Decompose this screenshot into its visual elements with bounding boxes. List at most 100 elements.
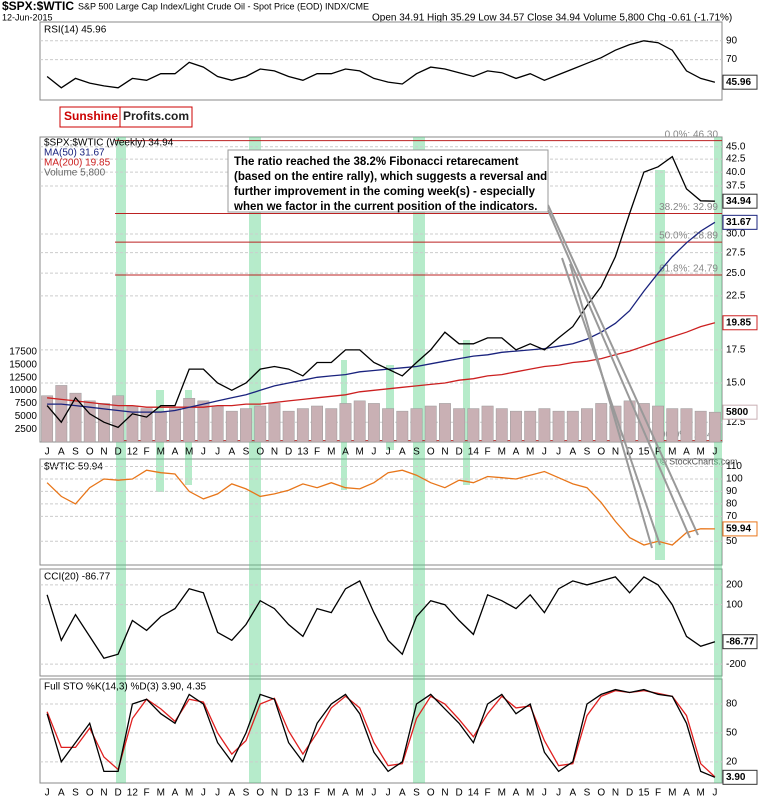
- x-tick-label: J: [386, 447, 391, 458]
- volume-bar: [240, 408, 252, 443]
- x-tick-label: M: [157, 447, 165, 458]
- x-tick-label: S: [243, 447, 250, 458]
- x-tick-label: M: [668, 447, 676, 458]
- y2-tick-label: 12500: [9, 372, 37, 383]
- volume-bar: [268, 403, 281, 443]
- x-tick-label: A: [172, 447, 179, 458]
- volume-bar: [169, 408, 181, 443]
- description: S&P 500 Large Cap Index/Light Crude Oil …: [78, 1, 369, 11]
- x-tick-label: M: [697, 447, 705, 458]
- x-tick-label: A: [228, 788, 235, 799]
- x-tick-label: M: [498, 447, 506, 458]
- volume-bar: [552, 410, 565, 443]
- series-line: [46, 688, 716, 778]
- x-tick-label: A: [569, 788, 576, 799]
- volume-bar: [708, 411, 721, 443]
- volume-bar: [339, 403, 352, 443]
- x-tick-label: A: [58, 788, 65, 799]
- x-tick-label: M: [356, 788, 364, 799]
- x-tick-label: A: [513, 447, 520, 458]
- x-tick-label: F: [485, 447, 491, 458]
- y2-tick-label: 15000: [9, 359, 37, 370]
- x-tick-label: A: [399, 788, 406, 799]
- volume-bar: [69, 392, 82, 443]
- series-line: [46, 155, 715, 429]
- x-tick-label: O: [86, 788, 94, 799]
- x-tick-label: A: [513, 788, 520, 799]
- annotation-line: further improvement in the coming week(s…: [234, 186, 536, 198]
- x-tick-label: N: [612, 447, 619, 458]
- x-tick-label: N: [441, 788, 448, 799]
- annotation: The ratio reached the 38.2% Fibonacci re…: [227, 149, 549, 213]
- panels: [39, 21, 723, 784]
- volume-bar: [140, 408, 153, 443]
- panel-frame: [39, 458, 723, 566]
- volume-bar: [524, 410, 537, 443]
- x-tick-label: F: [144, 788, 150, 799]
- y-tick-label: 90: [726, 486, 738, 497]
- quote: Open 34.91 High 35.29 Low 34.57 Close 34…: [372, 13, 732, 24]
- x-tick-label: S: [413, 447, 420, 458]
- y-tick-label: 110: [726, 461, 742, 472]
- x-tick-label: M: [185, 788, 193, 799]
- highlight-band: [413, 137, 425, 783]
- x-tick-label: J: [542, 447, 547, 458]
- last-value-box: [722, 193, 758, 209]
- y-tick-label: 22.5: [726, 290, 746, 301]
- y-tick-label: 27.5: [726, 247, 746, 258]
- last-value-box: [722, 404, 758, 420]
- fib-label: 38.2%: 32.99: [659, 202, 718, 213]
- panel-title: CCI(20) -86.77: [44, 572, 111, 583]
- x-tick-label: A: [569, 447, 576, 458]
- y-tick-label: -200: [726, 659, 746, 670]
- y-tick-label: 40.0: [726, 167, 746, 178]
- y-tick-label: 25.0: [726, 268, 746, 279]
- volume-bar: [55, 385, 68, 443]
- x-tick-label: N: [100, 447, 107, 458]
- x-tick-label: O: [256, 788, 264, 799]
- y-tick-label: 30.0: [726, 229, 746, 240]
- x-tick-label: M: [697, 788, 705, 799]
- y2-tick-label: 7500: [15, 398, 38, 409]
- volume-bar: [367, 403, 380, 443]
- panel-title: $WTIC 59.94: [44, 462, 103, 473]
- x-tick-label: M: [668, 788, 676, 799]
- x-tick-label: O: [256, 447, 264, 458]
- volume-bar: [325, 408, 338, 443]
- volume-bar: [154, 410, 167, 443]
- x-tick-label: 12: [127, 788, 139, 799]
- volume-bar: [424, 405, 437, 443]
- x-tick-label: A: [342, 447, 349, 458]
- y2-tick-label: 17500: [9, 347, 37, 358]
- x-tick-label: A: [228, 447, 235, 458]
- last-value-label: 59.94: [726, 524, 751, 535]
- last-value-label: 19.85: [726, 317, 751, 328]
- y-tick-label: 45.0: [726, 141, 746, 152]
- x-tick-label: J: [712, 788, 717, 799]
- series-line: [46, 576, 716, 659]
- y-tick-label: 20: [726, 756, 738, 767]
- connector: [547, 209, 691, 539]
- x-tick-label: F: [144, 447, 150, 458]
- y-tick-label: 90: [726, 35, 738, 46]
- annotation-connectors: [547, 204, 699, 549]
- x-tick-label: D: [285, 447, 292, 458]
- x-tick-label: F: [655, 447, 661, 458]
- volume-bar: [254, 405, 267, 443]
- x-tick-label: S: [72, 447, 79, 458]
- x-tick-label: D: [115, 447, 122, 458]
- volume-bar: [566, 410, 579, 443]
- series-line: [46, 40, 716, 89]
- last-value-box: [722, 315, 758, 331]
- date: 12-Jun-2015: [2, 12, 53, 22]
- y-tick-label: 42.5: [726, 154, 746, 165]
- volume-bar: [41, 395, 54, 443]
- x-tick-label: F: [314, 788, 320, 799]
- volume-bar: [595, 403, 608, 443]
- volume-bar: [694, 410, 707, 443]
- x-tick-label: 13: [297, 788, 309, 799]
- x-tick-label: J: [45, 447, 50, 458]
- panel-frame: [39, 136, 723, 443]
- annotation-line: The ratio reached the 38.2% Fibonacci re…: [234, 156, 519, 168]
